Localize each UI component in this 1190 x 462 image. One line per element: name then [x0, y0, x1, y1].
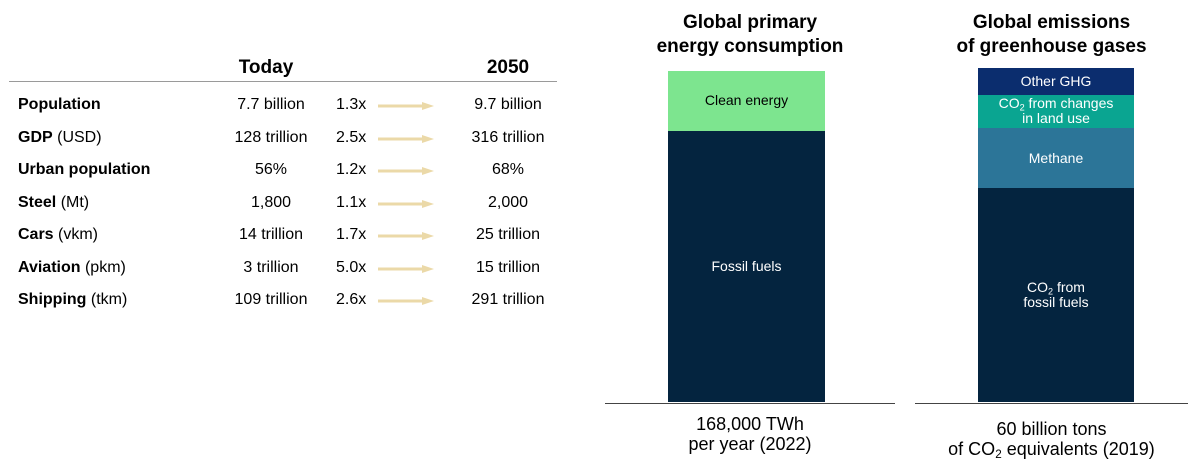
- row-today-value: 56%: [254, 161, 288, 178]
- row-2050-value: 15 trillion: [475, 258, 541, 276]
- table-row: Population 7.7 billion 1.3x 9.7 billion: [0, 96, 600, 126]
- row-unit: (pkm): [80, 258, 126, 276]
- row-name: Shipping: [18, 291, 87, 308]
- chart2-stacked-bar: CO2 from fossil fuels Methane CO2 from chan…: [978, 68, 1134, 402]
- growth-arrow-icon: [378, 134, 434, 143]
- row-name: Steel: [18, 193, 57, 211]
- header-2050: 2050: [486, 57, 530, 78]
- table-row: Cars (vkm) 14 trillion 1.7x 25 trillion: [0, 226, 600, 256]
- row-label: Population: [18, 96, 101, 114]
- row-today-value: 1,800: [250, 193, 292, 211]
- growth-arrow-icon: [378, 264, 434, 273]
- segment-label: CO2 from fossil fuels: [1023, 279, 1089, 311]
- row-today-value: 14 trillion: [238, 226, 304, 243]
- row-2050-value: 291 trillion: [471, 291, 545, 308]
- chart2-segment-3: Other GHG: [978, 68, 1134, 95]
- growth-arrow-icon: [378, 297, 434, 305]
- chart1-segment-1: Clean energy: [668, 71, 825, 131]
- row-label: Aviation (pkm): [18, 259, 126, 277]
- row-label: Shipping (tkm): [18, 291, 127, 309]
- chart2-segment-0: CO2 from fossil fuels: [978, 188, 1134, 402]
- row-multiplier: 2.6x: [336, 291, 367, 308]
- chart2-footer-sub: 2: [995, 447, 1002, 461]
- table-header-divider: [9, 81, 557, 82]
- chart2-footer: 60 billion tons of CO2 equivalents (2019…: [915, 419, 1188, 461]
- row-2050-value: 25 trillion: [475, 226, 541, 243]
- growth-arrow-icon: [378, 232, 434, 240]
- chart2-title-line1: Global emissions: [972, 12, 1131, 33]
- table-row: Urban population 56% 1.2x 68%: [0, 161, 600, 191]
- table-row: Aviation (pkm) 3 trillion 5.0x 15 trillion: [0, 259, 600, 289]
- chart2-title-line2: of greenhouse gases: [956, 36, 1147, 57]
- chart1-footer-line1: 168,000 TWh: [696, 414, 804, 434]
- table-row: Shipping (tkm) 109 trillion 2.6x 291 trilli…: [0, 291, 600, 321]
- row-multiplier: 2.5x: [336, 128, 367, 146]
- chart1-segment-0: Fossil fuels: [668, 130, 825, 402]
- chart2-title: Global emissions of greenhouse gases: [915, 11, 1188, 59]
- row-today-value: 3 trillion: [243, 258, 299, 276]
- row-2050-value: 2,000: [487, 193, 529, 211]
- segment-label: Fossil fuels: [711, 257, 782, 274]
- row-label: Cars (vkm): [18, 226, 98, 244]
- growth-arrow-icon: [378, 167, 434, 175]
- row-unit: (USD): [52, 128, 102, 146]
- segment-label: Methane: [1028, 149, 1084, 166]
- row-name: Cars: [18, 226, 54, 243]
- chart1-title: Global primary energy consumption: [605, 11, 895, 59]
- row-2050-value: 9.7 billion: [474, 96, 542, 113]
- chart2-footer-post: equivalents (2019): [1001, 439, 1155, 459]
- chart1-baseline: [605, 403, 895, 404]
- chart2-footer-pre: of CO: [948, 439, 996, 459]
- row-name: GDP: [18, 128, 53, 146]
- chart1-footer-line2: per year (2022): [688, 434, 812, 454]
- row-today-value: 109 trillion: [234, 291, 308, 308]
- chart2-baseline: [915, 403, 1188, 404]
- row-unit: (Mt): [56, 193, 90, 211]
- header-today: Today: [238, 57, 294, 78]
- row-multiplier: 1.7x: [336, 226, 367, 243]
- row-today-value: 128 trillion: [234, 128, 308, 146]
- table-row: Steel (Mt) 1,800 1.1x 2,000: [0, 194, 600, 224]
- row-multiplier: 1.2x: [336, 161, 367, 178]
- row-label: Steel (Mt): [18, 194, 89, 212]
- row-multiplier: 1.1x: [336, 193, 367, 211]
- row-name: Population: [18, 96, 101, 113]
- growth-arrow-icon: [378, 199, 434, 208]
- chart1-stacked-bar: Fossil fuels Clean energy: [668, 71, 825, 402]
- chart1-title-line2: energy consumption: [656, 36, 844, 57]
- chart1-footer: 168,000 TWh per year (2022): [605, 414, 895, 454]
- row-name: Aviation: [18, 258, 81, 276]
- row-unit: (vkm): [53, 226, 99, 243]
- row-multiplier: 1.3x: [336, 96, 367, 113]
- row-2050-value: 68%: [491, 161, 525, 178]
- row-today-value: 7.7 billion: [237, 96, 305, 113]
- chart2-footer-line2: of CO2 equivalents (2019): [915, 439, 1188, 461]
- row-label: Urban population: [18, 161, 150, 179]
- row-multiplier: 5.0x: [336, 258, 367, 276]
- segment-label: Other GHG: [1020, 72, 1092, 89]
- table-row: GDP (USD) 128 trillion 2.5x 316 trillion: [0, 129, 600, 159]
- segment-label: CO2 from changes in land use: [998, 95, 1114, 127]
- chart2-segment-1: Methane: [978, 128, 1134, 189]
- segment-label: Clean energy: [704, 92, 789, 109]
- row-2050-value: 316 trillion: [471, 128, 545, 146]
- growth-arrow-icon: [378, 102, 434, 110]
- row-label: GDP (USD): [18, 129, 102, 147]
- chart1-title-line1: Global primary: [682, 12, 818, 33]
- row-unit: (tkm): [86, 291, 128, 308]
- row-name: Urban population: [18, 161, 151, 178]
- chart2-segment-2: CO2 from changes in land use: [978, 94, 1134, 129]
- chart2-footer-line1: 60 billion tons: [996, 419, 1107, 439]
